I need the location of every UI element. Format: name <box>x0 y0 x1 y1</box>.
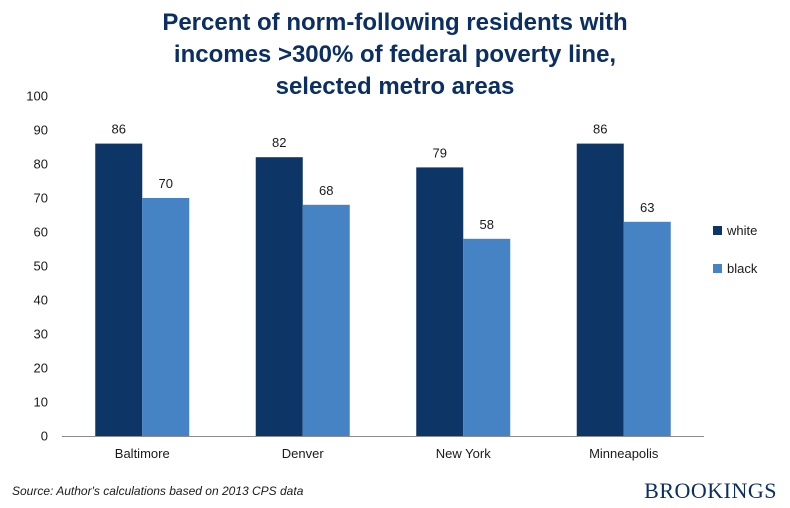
y-tick-label-40: 40 <box>34 293 48 308</box>
bar-new-york-black <box>463 238 511 436</box>
bar-new-york-white <box>416 167 464 436</box>
category-label-denver: Denver <box>282 446 325 461</box>
value-label-baltimore-white: 86 <box>112 122 126 137</box>
category-label-baltimore: Baltimore <box>115 446 170 461</box>
y-tick-label-10: 10 <box>34 395 48 410</box>
chart-title-line-3: selected metro areas <box>276 73 515 100</box>
legend-swatch-white <box>713 226 722 235</box>
y-tick-label-100: 100 <box>26 89 48 104</box>
legend-swatch-black <box>713 264 722 273</box>
chart-title-line-2: incomes >300% of federal poverty line, <box>174 41 616 68</box>
y-tick-label-20: 20 <box>34 361 48 376</box>
bar-baltimore-black <box>142 198 190 436</box>
legend-label-white: white <box>726 223 757 238</box>
bar-denver-black <box>302 204 350 436</box>
legend-label-black: black <box>727 261 758 276</box>
y-tick-label-50: 50 <box>34 259 48 274</box>
value-label-minneapolis-white: 86 <box>593 122 607 137</box>
chart-title-line-1: Percent of norm-following residents with <box>162 9 627 36</box>
category-label-new-york: New York <box>436 446 491 461</box>
value-label-new-york-white: 79 <box>433 145 447 160</box>
source-note: Source: Author's calculations based on 2… <box>12 484 304 498</box>
y-tick-label-60: 60 <box>34 225 48 240</box>
bar-denver-white <box>255 157 303 436</box>
value-label-denver-white: 82 <box>272 135 286 150</box>
bar-baltimore-white <box>95 143 143 436</box>
value-label-new-york-black: 58 <box>480 217 494 232</box>
y-tick-label-70: 70 <box>34 191 48 206</box>
category-label-minneapolis: Minneapolis <box>589 446 659 461</box>
category-labels: Baltimore Denver New York Minneapolis <box>115 446 659 461</box>
y-tick-label-90: 90 <box>34 123 48 138</box>
bar-minneapolis-white <box>576 143 624 436</box>
legend: white black <box>713 223 758 276</box>
y-tick-label-0: 0 <box>41 429 48 444</box>
value-label-minneapolis-black: 63 <box>640 200 654 215</box>
bar-minneapolis-black <box>623 221 671 436</box>
bars <box>95 143 671 436</box>
value-label-denver-black: 68 <box>319 183 333 198</box>
value-labels: 86 70 82 68 79 58 86 63 <box>112 122 655 232</box>
brookings-logo: BROOKINGS <box>644 478 777 503</box>
chart-title: Percent of norm-following residents with… <box>162 9 627 100</box>
y-axis-ticks: 0 10 20 30 40 50 60 70 80 90 100 <box>26 89 48 444</box>
y-tick-label-30: 30 <box>34 327 48 342</box>
value-label-baltimore-black: 70 <box>159 176 173 191</box>
y-tick-label-80: 80 <box>34 157 48 172</box>
